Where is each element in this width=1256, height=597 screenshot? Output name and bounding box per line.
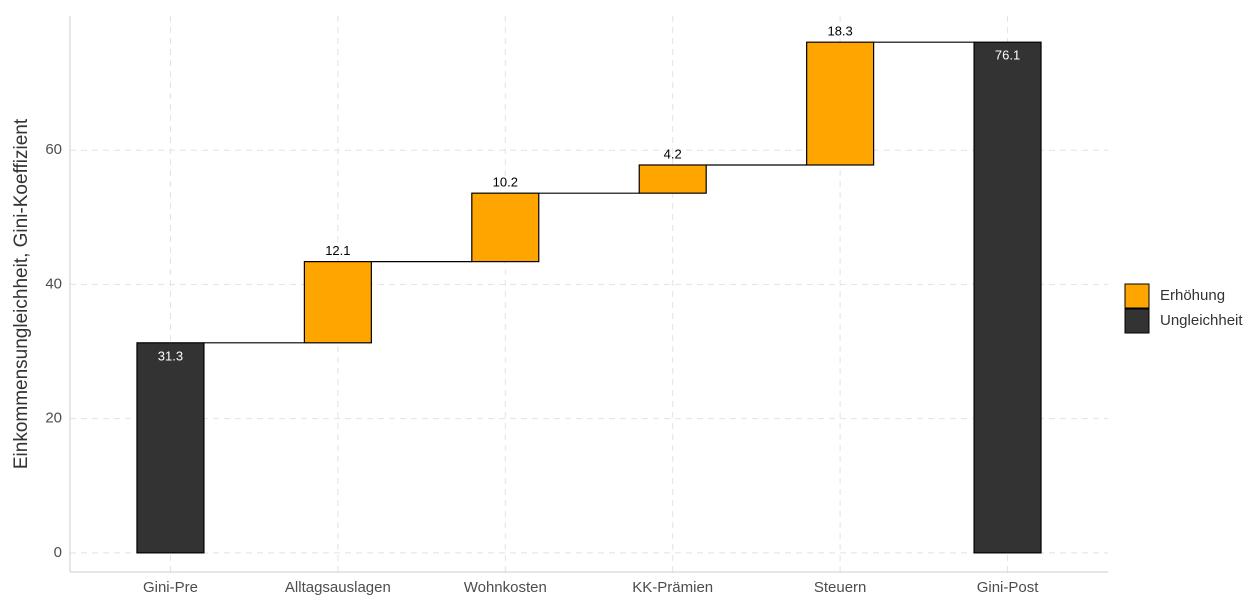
bar <box>638 164 707 194</box>
x-tick-label: Wohnkosten <box>464 579 547 596</box>
y-tick-label: 20 <box>45 410 62 427</box>
x-tick-label: KK-Prämien <box>632 579 713 596</box>
legend-label: Ungleichheit <box>1160 312 1243 329</box>
bar <box>303 261 372 344</box>
legend-key <box>1124 283 1150 309</box>
value-label: 18.3 <box>827 24 852 39</box>
y-tick-label: 60 <box>45 141 62 158</box>
bar <box>136 342 205 554</box>
value-label: 10.2 <box>493 175 518 190</box>
y-tick-label: 40 <box>45 275 62 292</box>
value-label: 76.1 <box>995 48 1020 63</box>
x-tick-label: Steuern <box>814 579 867 596</box>
x-tick-label: Gini-Pre <box>143 579 198 596</box>
bar <box>806 41 875 166</box>
bar <box>973 41 1042 554</box>
y-axis-label: Einkommensungleichheit, Gini-Koeffizient <box>11 118 32 469</box>
value-label: 12.1 <box>325 243 350 258</box>
x-tick-label: Gini-Post <box>977 579 1040 596</box>
legend-label: Erhöhung <box>1160 287 1225 304</box>
value-label: 31.3 <box>158 348 183 363</box>
bar <box>471 192 540 263</box>
legend-key <box>1124 308 1150 334</box>
x-tick-label: Alltagsauslagen <box>285 579 391 596</box>
value-label: 4.2 <box>664 146 682 161</box>
y-tick-label: 0 <box>54 544 62 561</box>
